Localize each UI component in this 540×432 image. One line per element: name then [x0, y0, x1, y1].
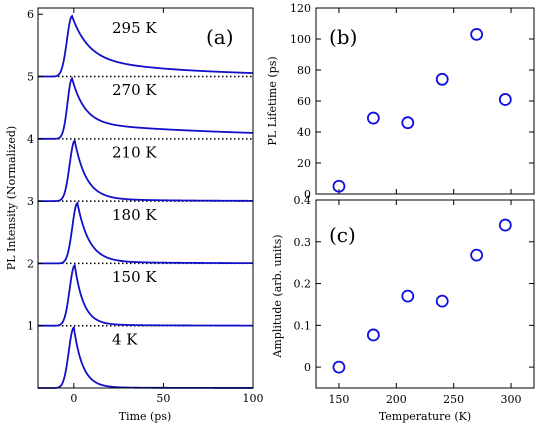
c-ytick-label-0.3: 0.3: [294, 236, 312, 249]
b-point-295: [498, 93, 512, 106]
c-ytick-label-0.4: 0.4: [294, 194, 312, 207]
panel-a-frame: [37, 7, 254, 389]
c-point-210: [401, 289, 415, 303]
panel-b-label: (b): [329, 25, 357, 49]
b-ytick-label-100: 100: [290, 33, 311, 46]
panel-a-temperature-labels: 4 K 150 K 180 K 210 K 270 K 295 K: [112, 19, 157, 348]
panel-b-frame: [315, 7, 535, 195]
panel-b-y-axis-label: PL Lifetime (ps): [266, 56, 279, 145]
c-xtick-label-150: 150: [328, 393, 349, 406]
c-xtick-label-250: 250: [443, 393, 464, 406]
panel-c-label: (c): [329, 223, 356, 247]
series-label-295-K: 295 K: [112, 19, 157, 37]
a-ytick-label-5: 5: [27, 71, 34, 84]
panel-b-pl-lifetime: 0 20 40 60 80 100 120 (b) PL Lifetime (ps): [266, 2, 535, 201]
c-xtick-label-200: 200: [386, 393, 407, 406]
a-xtick-label-100: 100: [243, 392, 264, 405]
c-point-270: [470, 248, 484, 262]
panel-b-points: [332, 27, 512, 193]
panel-a-label: (a): [206, 25, 234, 49]
c-ytick-label-0.1: 0.1: [294, 319, 312, 332]
panel-c-x-axis-label: Temperature (K): [379, 410, 471, 423]
panel-c-y-axis-label: Amplitude (arb. units): [271, 234, 284, 358]
c-ytick-label-0: 0: [304, 361, 311, 374]
series-label-4-K: 4 K: [112, 330, 138, 348]
b-ytick-label-60: 60: [297, 95, 311, 108]
c-xtick-label-300: 300: [501, 393, 522, 406]
panel-a-time-resolved-pl: 0 50 100 1 2 3 4 5 6 4 K 150 K 180 K 210 K 270 K 295 …: [5, 7, 264, 423]
panel-b-tick-labels: 0 20 40 60 80 100 120: [290, 2, 311, 201]
panel-a-y-axis-label: PL Intensity (Normalized): [5, 126, 18, 270]
panel-c-points: [332, 218, 512, 374]
a-ytick-label-4: 4: [27, 133, 34, 146]
panel-c-tick-labels: 0 0.1 0.2 0.3 0.4 150 200 250 300: [294, 194, 522, 406]
panel-a-ticks: [38, 8, 254, 388]
c-point-295: [498, 218, 512, 232]
curve-210-K: [38, 138, 253, 203]
b-ytick-label-80: 80: [297, 64, 311, 77]
curve-150-K: [38, 263, 253, 327]
panel-a-curves: [38, 14, 254, 389]
series-label-270-K: 270 K: [112, 81, 157, 99]
panel-c-frame: [315, 199, 535, 389]
a-ytick-label-1: 1: [27, 320, 34, 333]
panel-a-tick-labels: 0 50 100 1 2 3 4 5 6: [27, 8, 264, 405]
a-ytick-label-2: 2: [27, 257, 34, 270]
b-point-150: [332, 179, 346, 193]
c-point-150: [332, 360, 346, 374]
c-point-240: [435, 294, 449, 308]
panel-c-amplitude: 0 0.1 0.2 0.3 0.4 150 200 250 300 (c) Temperatur…: [271, 194, 535, 423]
b-ytick-label-120: 120: [290, 2, 311, 15]
b-point-180: [366, 111, 380, 125]
c-point-180: [366, 328, 380, 342]
b-point-210: [401, 116, 415, 130]
b-point-270: [470, 27, 484, 41]
b-ytick-label-40: 40: [297, 126, 311, 139]
c-ytick-label-0.2: 0.2: [294, 278, 312, 291]
a-xtick-label-50: 50: [156, 392, 170, 405]
a-ytick-label-6: 6: [27, 8, 34, 21]
a-xtick-label-0: 0: [70, 392, 77, 405]
panel-a-x-axis-label: Time (ps): [119, 410, 172, 423]
curve-270-K: [38, 76, 254, 140]
curve-295-K: [38, 14, 254, 78]
b-ytick-label-20: 20: [297, 157, 311, 170]
curve-180-K: [38, 201, 253, 265]
b-point-240: [435, 72, 449, 86]
a-ytick-label-3: 3: [27, 195, 34, 208]
b-ytick-label-0: 0: [304, 188, 311, 201]
series-label-180-K: 180 K: [112, 206, 157, 224]
curve-4-K: [38, 325, 253, 389]
series-label-150-K: 150 K: [112, 268, 157, 286]
series-label-210-K: 210 K: [112, 144, 157, 162]
